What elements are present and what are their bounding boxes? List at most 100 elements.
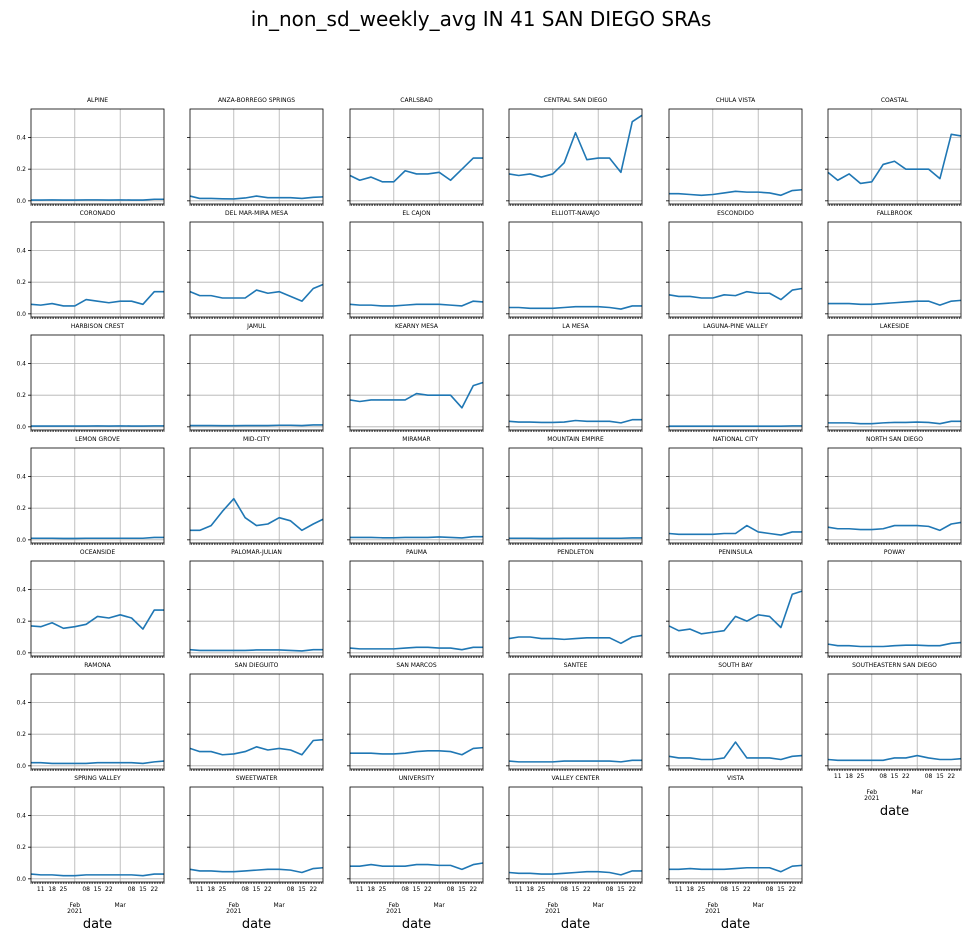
series-line bbox=[31, 760, 165, 765]
x-tick-label: 15 bbox=[777, 886, 785, 893]
x-tick-label: 18 bbox=[207, 886, 215, 893]
panel: FALLBROOK bbox=[825, 210, 962, 319]
panel-title: MIRAMAR bbox=[402, 436, 430, 443]
x-tick-label: 15 bbox=[732, 886, 740, 893]
panel-title: JAMUL bbox=[246, 323, 266, 330]
x-month-label: Mar bbox=[753, 902, 765, 909]
x-tick-label: 11 bbox=[515, 886, 523, 893]
x-month-label: Feb bbox=[866, 789, 877, 796]
series-line bbox=[31, 198, 164, 201]
series-line bbox=[350, 535, 483, 539]
panel-title: CORONADO bbox=[80, 210, 116, 217]
x-tick-label: 15 bbox=[458, 886, 466, 893]
series-line bbox=[349, 300, 484, 307]
panel: SAN DIEGUITO bbox=[187, 662, 324, 771]
y-tick-label: 0.4 bbox=[16, 248, 26, 255]
x-tick-label: 22 bbox=[583, 886, 591, 893]
panel-title: LAKESIDE bbox=[880, 323, 910, 330]
panel: LEMON GROVE 0.0 0.2 0.4 bbox=[16, 436, 165, 545]
x-tick-label: 18 bbox=[48, 886, 56, 893]
series-line bbox=[30, 873, 164, 877]
x-tick-label: 25 bbox=[60, 886, 68, 893]
series-line bbox=[30, 609, 164, 630]
series-line bbox=[508, 418, 642, 424]
panel: JAMUL bbox=[187, 323, 324, 432]
series-line bbox=[827, 641, 962, 648]
panel-title: CENTRAL SAN DIEGO bbox=[544, 97, 608, 104]
y-tick-label: 0.4 bbox=[16, 700, 26, 707]
series-line bbox=[189, 866, 324, 874]
x-axis-label: date bbox=[242, 917, 271, 932]
x-tick-label: 22 bbox=[150, 886, 158, 893]
panel: PENINSULA bbox=[666, 549, 803, 658]
x-tick-label: 22 bbox=[424, 886, 432, 893]
panel-title: ELLIOTT-NAVAJO bbox=[551, 210, 600, 217]
y-tick-label: 0.0 bbox=[16, 537, 26, 544]
x-tick-label: 08 bbox=[447, 886, 455, 893]
panel-title: PENDLETON bbox=[557, 549, 594, 556]
figure-title: in_non_sd_weekly_avg IN 41 SAN DIEGO SRA… bbox=[251, 7, 712, 31]
y-tick-label: 0.4 bbox=[16, 813, 26, 820]
x-axis-label: date bbox=[402, 917, 431, 932]
panel-title: POWAY bbox=[884, 549, 906, 556]
x-axis-label: date bbox=[880, 804, 909, 819]
panel: SAN MARCOS bbox=[347, 662, 484, 771]
panel: KEARNY MESA bbox=[347, 323, 484, 432]
series-line bbox=[31, 536, 164, 540]
series-line bbox=[827, 521, 962, 532]
panel: POWAY bbox=[825, 549, 962, 658]
panel: RAMONA 0.0 0.2 0.4 bbox=[16, 662, 165, 771]
panel-title: FALLBROOK bbox=[877, 210, 913, 217]
y-tick-label: 0.4 bbox=[16, 361, 26, 368]
x-tick-label: 08 bbox=[401, 886, 409, 893]
panel-title: SANTEE bbox=[564, 662, 588, 669]
panel-title: COASTAL bbox=[881, 97, 909, 104]
x-tick-label: 18 bbox=[686, 886, 694, 893]
panel: ELLIOTT-NAVAJO bbox=[506, 210, 643, 319]
panel-title: ANZA-BORREGO SPRINGS bbox=[218, 97, 295, 104]
series-line bbox=[350, 746, 484, 756]
x-tick-label: 18 bbox=[367, 886, 375, 893]
panel: EL CAJON bbox=[347, 210, 484, 319]
panel-title: LEMON GROVE bbox=[75, 436, 120, 443]
panel-title: EL CAJON bbox=[402, 210, 430, 217]
x-tick-label: 08 bbox=[287, 886, 295, 893]
x-tick-label: 18 bbox=[845, 773, 853, 780]
panel-title: OCEANSIDE bbox=[80, 549, 115, 556]
series-line bbox=[669, 188, 803, 197]
x-year-label: 2021 bbox=[705, 908, 720, 915]
y-tick-label: 0.0 bbox=[16, 198, 26, 205]
x-tick-label: 08 bbox=[128, 886, 136, 893]
y-tick-label: 0.4 bbox=[16, 587, 26, 594]
x-tick-label: 25 bbox=[538, 886, 546, 893]
x-tick-label: 15 bbox=[94, 886, 102, 893]
x-tick-label: 11 bbox=[834, 773, 842, 780]
x-tick-label: 25 bbox=[379, 886, 387, 893]
panel-title: SPRING VALLEY bbox=[74, 775, 121, 782]
x-month-label: Mar bbox=[912, 789, 924, 796]
y-tick-label: 0.2 bbox=[16, 618, 26, 625]
y-tick-label: 0.4 bbox=[16, 135, 26, 142]
x-tick-label: 11 bbox=[37, 886, 45, 893]
panel: SANTEE bbox=[506, 662, 643, 771]
x-tick-label: 25 bbox=[698, 886, 706, 893]
y-tick-label: 0.2 bbox=[16, 844, 26, 851]
panel: LAKESIDE bbox=[825, 323, 962, 432]
panel: CORONADO 0.0 0.2 0.4 bbox=[16, 210, 165, 319]
x-axis-label: date bbox=[561, 917, 590, 932]
y-tick-label: 0.2 bbox=[16, 166, 26, 173]
panel-title: PALOMAR-JULIAN bbox=[231, 549, 282, 556]
x-tick-label: 11 bbox=[196, 886, 204, 893]
y-tick-label: 0.2 bbox=[16, 505, 26, 512]
series-line bbox=[189, 648, 323, 652]
panel: SOUTH BAY bbox=[666, 662, 803, 771]
panel-title: NATIONAL CITY bbox=[713, 436, 759, 443]
x-year-label: 2021 bbox=[226, 908, 241, 915]
panel: ANZA-BORREGO SPRINGS bbox=[187, 97, 324, 206]
